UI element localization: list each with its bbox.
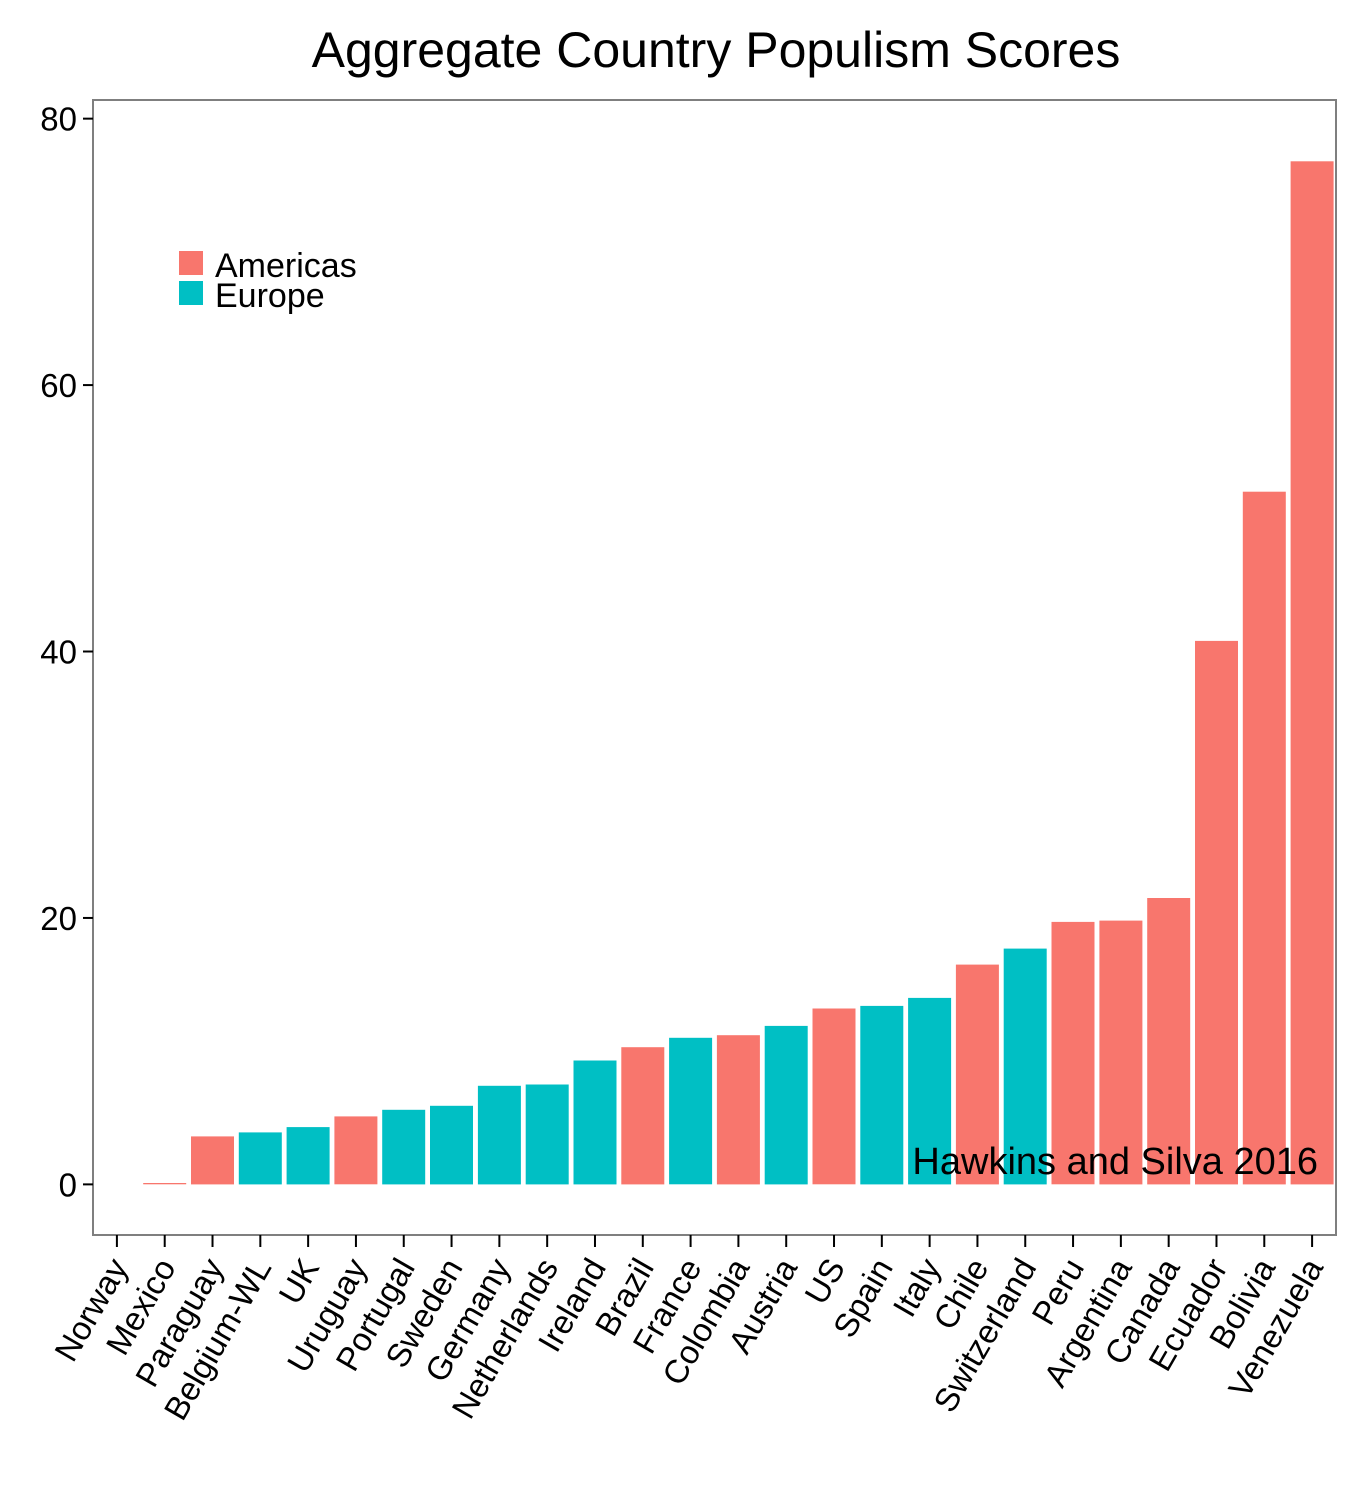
bar-ireland	[573, 1060, 617, 1185]
bar-colombia	[716, 1035, 760, 1185]
bar-sweden	[430, 1105, 473, 1185]
x-axis: NorwayMexicoParaguayBelgium-WLUKUruguayP…	[47, 1235, 1330, 1426]
source-annotation: Hawkins and Silva 2016	[912, 1141, 1318, 1183]
bars	[143, 161, 1334, 1185]
bar-france	[669, 1037, 713, 1185]
bar-canada	[1147, 898, 1191, 1185]
bar-venezuela	[1290, 161, 1334, 1185]
bar-spain	[860, 1005, 904, 1185]
bar-mexico	[143, 1183, 187, 1185]
bar-switzerland	[1003, 948, 1047, 1185]
bar-us	[812, 1008, 856, 1185]
legend-label-europe: Europe	[215, 277, 325, 315]
y-tick-label: 20	[40, 900, 77, 937]
y-tick-label: 0	[59, 1166, 77, 1203]
bar-paraguay	[191, 1136, 234, 1185]
bar-argentina	[1099, 920, 1143, 1185]
bar-chile	[955, 964, 999, 1185]
y-axis: 0 20 40 60 80	[40, 101, 93, 1203]
bar-italy	[908, 997, 952, 1185]
legend-key-americas	[179, 251, 203, 275]
y-tick-label: 40	[40, 634, 77, 671]
bar-germany	[477, 1085, 521, 1185]
y-tick-label: 60	[40, 367, 77, 404]
bar-brazil	[621, 1047, 665, 1185]
bar-portugal	[382, 1109, 426, 1185]
bar-netherlands	[525, 1084, 569, 1185]
legend-label-americas: Americas	[215, 247, 357, 285]
bar-belgium-wl	[238, 1132, 282, 1185]
chart-title: Aggregate Country Populism Scores	[312, 22, 1121, 78]
bar-uk	[286, 1127, 330, 1185]
bar-austria	[764, 1025, 808, 1185]
bar-peru	[1051, 921, 1095, 1185]
legend-key-europe	[179, 281, 203, 305]
bar-ecuador	[1195, 640, 1238, 1185]
y-tick-label: 80	[40, 101, 77, 138]
bar-uruguay	[334, 1116, 378, 1185]
bar-bolivia	[1242, 491, 1286, 1185]
